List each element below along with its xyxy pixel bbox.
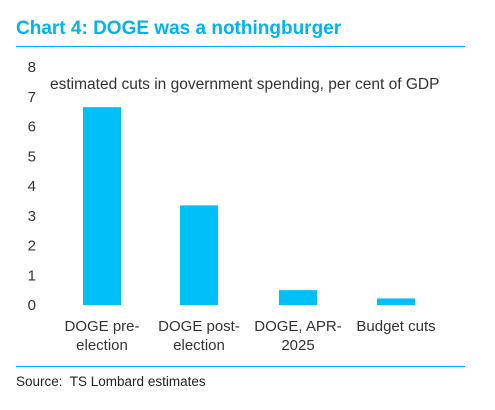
y-tick-label: 6 [28, 119, 36, 136]
y-tick-label: 7 [28, 89, 36, 106]
y-tick-label: 8 [28, 59, 36, 76]
bar [180, 205, 218, 305]
bar-chart: 0 1 2 3 4 5 6 7 8 estimated cuts in government s… [28, 59, 440, 354]
footer-divider [16, 366, 465, 367]
x-axis-labels: DOGE pre-election DOGE post-election DOGE,… [64, 318, 435, 354]
y-tick-label: 0 [28, 297, 36, 314]
bar-series [83, 107, 415, 305]
x-category-label: DOGE pre-election [64, 318, 139, 354]
bar [83, 107, 121, 305]
bar [377, 298, 415, 305]
x-category-label: DOGE post-election [158, 318, 240, 354]
y-axis-ticks: 0 1 2 3 4 5 6 7 8 [28, 59, 36, 314]
title-divider [16, 46, 465, 47]
x-category-label: DOGE, APR-2025 [254, 318, 342, 354]
y-tick-label: 3 [28, 208, 36, 225]
chart-subtitle: estimated cuts in government spending, p… [50, 76, 439, 93]
bar [279, 290, 317, 305]
y-tick-label: 5 [28, 148, 36, 165]
x-category-label: Budget cuts [356, 318, 435, 335]
source-note: Source: TS Lombard estimates [16, 374, 206, 389]
chart-title: Chart 4: DOGE was a nothingburger [16, 18, 342, 39]
y-tick-label: 2 [28, 238, 36, 255]
y-tick-label: 1 [28, 267, 36, 284]
y-tick-label: 4 [28, 178, 36, 195]
